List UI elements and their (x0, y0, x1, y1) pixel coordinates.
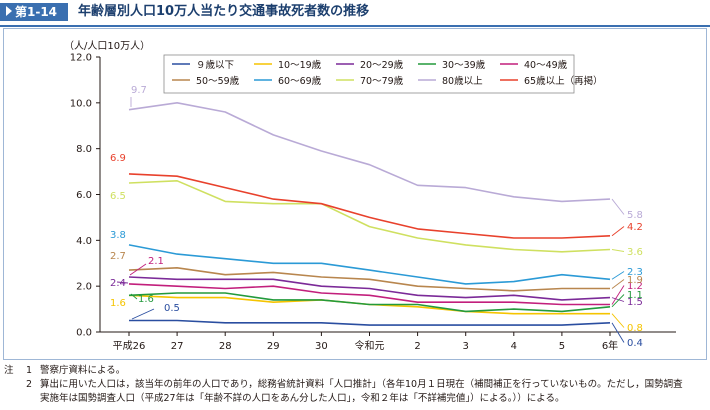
footnote-text: 算出に用いた人口は，該当年の前年の人口であり，総務省統計資料「人口推計」（各年1… (40, 379, 683, 390)
series-line (129, 319, 611, 326)
y-tick-label: 2.0 (76, 282, 92, 293)
label-leader (611, 297, 625, 302)
legend-label: 60～69歳 (278, 75, 322, 87)
footnote-number: 2 (26, 379, 33, 390)
label-leader (611, 313, 625, 328)
legend-label: 70～79歳 (360, 75, 404, 87)
x-tick-label: 29 (267, 341, 280, 352)
footnote-2: 2 算出に用いた人口は，該当年の前年の人口であり，総務省統計資料「人口推計」（各年… (4, 378, 708, 392)
label-leader (116, 281, 129, 284)
y-tick-label: 4.0 (76, 236, 92, 247)
footnote-number: 1 (26, 365, 33, 376)
last-value-label: 0.4 (627, 338, 643, 349)
x-tick-label: 28 (219, 341, 232, 352)
series-line (128, 292, 611, 313)
figure-label-badge: 第1-14図 (0, 3, 68, 37)
axes: 0.0 2.0 4.0 6.0 8.0 10.0 12.0 平成26 27 28 29 30 令和元 2 3… (70, 53, 676, 352)
footnote-text: 警察庁資料による。 (40, 365, 126, 376)
y-axis-unit-label: （人/人口10万人） (64, 40, 150, 52)
label-leader (611, 271, 625, 280)
series-line (128, 173, 611, 239)
label-leader (130, 293, 138, 300)
first-value-label: 2.4 (110, 278, 126, 289)
label-leader (129, 263, 147, 276)
figure-header: 第1-14図 年齢層別人口10万人当たり交通事故死者数の推移 (0, 0, 710, 37)
series-line (128, 267, 610, 292)
series-line (128, 244, 611, 285)
label-leader (611, 198, 625, 215)
first-value-label: 0.5 (164, 303, 180, 314)
legend-label: 80歳以上 (442, 75, 483, 87)
label-leader (131, 308, 155, 320)
first-value-label: 6.9 (110, 153, 126, 164)
last-value-label: 1.5 (627, 297, 643, 308)
first-value-label: 1.6 (110, 298, 126, 309)
legend-label: ９歳以下 (196, 59, 234, 71)
series-line (128, 102, 611, 203)
figure-title: 年齢層別人口10万人当たり交通事故死者数の推移 (78, 4, 370, 19)
last-value-label: 3.6 (627, 247, 643, 258)
last-value-label: 1.1 (627, 290, 643, 301)
x-tick-label: 平成26 (113, 340, 146, 352)
label-leader (611, 279, 625, 289)
header-rule (0, 25, 710, 27)
x-tick-label: 2 (414, 341, 420, 352)
series-lines (128, 102, 611, 326)
legend-label: 65歳以上（再掲） (524, 75, 603, 87)
y-tick-label: 8.0 (76, 144, 92, 155)
chart-frame: （人/人口10万人） 0.0 2.0 4.0 6.0 8.0 10.0 12.0 平成26 27… (3, 28, 707, 360)
first-value-label: 2.7 (110, 251, 126, 262)
legend-label: 40～49歳 (524, 59, 568, 71)
footnote-1: 注 1 警察庁資料による。 (4, 364, 708, 378)
legend-label: 20～29歳 (360, 59, 404, 71)
first-value-label: 1.6 (138, 294, 154, 305)
legend-label: 30～39歳 (442, 59, 486, 71)
first-value-label: 3.8 (110, 230, 126, 241)
x-tick-label: 30 (315, 341, 328, 352)
last-value-label: 0.8 (627, 323, 643, 334)
first-value-label: 2.1 (148, 256, 164, 267)
x-tick-label: 令和元 (355, 339, 385, 352)
label-leader (611, 226, 625, 237)
legend-label: 50～59歳 (196, 75, 240, 87)
legend-box (163, 54, 575, 94)
series-line (128, 180, 611, 253)
x-tick-label: 4 (511, 341, 517, 352)
legend: ９歳以下 10～19歳 20～29歳 30～39歳 40～49歳 50～59歳 60～69歳… (163, 54, 603, 94)
footnote-2-continued: 実施年は国勢調査人口（平成27年は「年齢不詳の人口をあん分した人口」，令和２年は… (40, 393, 565, 404)
y-tick-label: 0.0 (76, 328, 92, 339)
series-line (128, 283, 610, 306)
x-tick-label: 27 (171, 341, 184, 352)
last-value-label: 1.9 (627, 275, 643, 286)
series-line (128, 276, 611, 301)
last-value-label: 2.3 (627, 267, 643, 278)
footnotes: 注 1 警察庁資料による。 2 算出に用いた人口は，該当年の前年の人口であり，総務省統… (4, 364, 708, 406)
first-value-label: 6.5 (110, 191, 126, 202)
label-leader (611, 294, 625, 308)
last-value-label: 4.2 (627, 222, 643, 233)
legend-label: 10～19歳 (278, 59, 322, 71)
data-labels: 0.5 0.4 1.6 0.8 2.4 1.5 1.6 1.1 2.1 1.2 2.7 1.9 3.8 2… (110, 85, 643, 349)
x-tick-label: 5 (559, 341, 565, 352)
footnote-marker: 注 (4, 365, 14, 376)
x-tick-label: 6年 (602, 339, 618, 352)
y-tick-label: 12.0 (70, 53, 92, 64)
label-leader (611, 322, 625, 343)
y-tick-label: 6.0 (76, 190, 92, 201)
y-tick-label: 10.0 (70, 98, 92, 109)
x-tick-label: 3 (463, 341, 469, 352)
last-value-label: 5.8 (627, 210, 643, 221)
first-value-label: 9.7 (131, 85, 147, 96)
label-leader (611, 285, 625, 305)
triangle-icon (6, 6, 12, 16)
label-leader (611, 249, 625, 252)
last-value-label: 1.2 (627, 281, 643, 292)
